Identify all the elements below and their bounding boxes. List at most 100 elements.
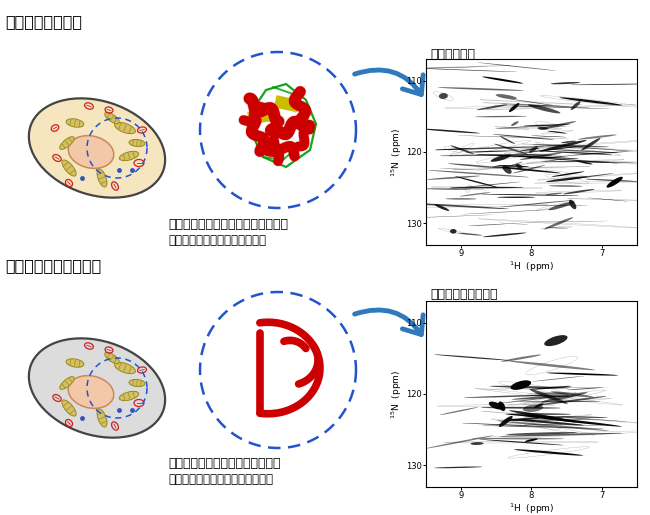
Ellipse shape [532,156,570,159]
Ellipse shape [528,105,560,113]
Text: 分散性の非常に悪い: 分散性の非常に悪い [430,288,497,301]
FancyArrowPatch shape [355,70,423,94]
Ellipse shape [402,203,510,209]
Ellipse shape [496,128,528,129]
Ellipse shape [522,146,588,152]
Ellipse shape [502,165,512,174]
Ellipse shape [525,157,619,163]
Ellipse shape [455,176,499,188]
Ellipse shape [506,154,536,157]
Ellipse shape [578,134,617,140]
Ellipse shape [499,416,513,427]
Ellipse shape [460,192,491,196]
Ellipse shape [477,62,556,71]
Ellipse shape [549,185,582,187]
Ellipse shape [439,93,448,99]
Polygon shape [274,107,280,123]
Ellipse shape [510,99,551,105]
Ellipse shape [544,217,573,229]
Ellipse shape [129,380,145,387]
Ellipse shape [509,414,627,422]
Ellipse shape [569,200,577,209]
Ellipse shape [491,154,511,162]
Ellipse shape [489,386,569,388]
Ellipse shape [510,380,531,390]
Ellipse shape [546,176,588,182]
Ellipse shape [120,151,138,161]
Ellipse shape [606,177,623,187]
Ellipse shape [567,151,629,156]
Ellipse shape [439,154,554,156]
Ellipse shape [532,376,585,382]
Ellipse shape [499,200,572,207]
Ellipse shape [497,197,535,198]
Ellipse shape [519,221,608,222]
Ellipse shape [512,395,569,400]
Ellipse shape [499,421,609,431]
Ellipse shape [97,409,107,427]
Polygon shape [295,98,301,114]
Ellipse shape [437,87,524,91]
Ellipse shape [508,360,595,370]
Ellipse shape [549,201,575,210]
Ellipse shape [450,229,456,234]
Ellipse shape [563,189,595,194]
Ellipse shape [428,170,529,177]
Ellipse shape [547,372,618,375]
Ellipse shape [480,438,564,439]
Ellipse shape [523,205,588,206]
Ellipse shape [567,387,603,390]
Ellipse shape [482,425,604,428]
Ellipse shape [514,449,583,456]
Ellipse shape [509,103,519,112]
Ellipse shape [551,171,584,177]
FancyArrowPatch shape [355,310,423,335]
Ellipse shape [480,407,561,408]
Ellipse shape [493,134,554,140]
Ellipse shape [529,386,571,390]
Ellipse shape [450,145,474,154]
Ellipse shape [570,84,650,85]
X-axis label: $^1$H  (ppm): $^1$H (ppm) [509,259,554,273]
Ellipse shape [450,187,524,188]
Ellipse shape [482,77,523,83]
Ellipse shape [559,97,622,106]
Ellipse shape [426,435,493,449]
Ellipse shape [534,403,543,408]
Ellipse shape [545,227,568,229]
Ellipse shape [477,387,608,389]
Ellipse shape [29,98,165,198]
Ellipse shape [483,233,526,237]
Ellipse shape [530,396,574,397]
Ellipse shape [445,198,476,200]
Ellipse shape [540,151,612,154]
Ellipse shape [571,101,580,110]
Ellipse shape [513,165,545,174]
Ellipse shape [499,396,564,403]
Ellipse shape [524,124,570,126]
Ellipse shape [535,393,569,394]
Ellipse shape [402,67,518,72]
Ellipse shape [511,106,611,109]
Ellipse shape [434,204,449,211]
Ellipse shape [540,161,610,162]
Ellipse shape [471,442,484,445]
Ellipse shape [66,119,84,127]
Ellipse shape [66,359,84,367]
Ellipse shape [489,402,503,409]
Text: 健全な状態の細胞: 健全な状態の細胞 [5,14,82,29]
Ellipse shape [476,154,579,159]
Text: （細胞内で機能を発揮できない）: （細胞内で機能を発揮できない） [168,473,273,486]
Ellipse shape [519,152,562,160]
Ellipse shape [120,391,138,401]
Ellipse shape [97,169,107,187]
Ellipse shape [105,112,119,124]
Ellipse shape [511,121,519,126]
Ellipse shape [435,146,545,150]
Ellipse shape [500,104,573,107]
Ellipse shape [496,94,517,99]
Ellipse shape [509,410,577,422]
Ellipse shape [538,127,548,130]
Ellipse shape [506,419,584,425]
Ellipse shape [517,155,552,157]
